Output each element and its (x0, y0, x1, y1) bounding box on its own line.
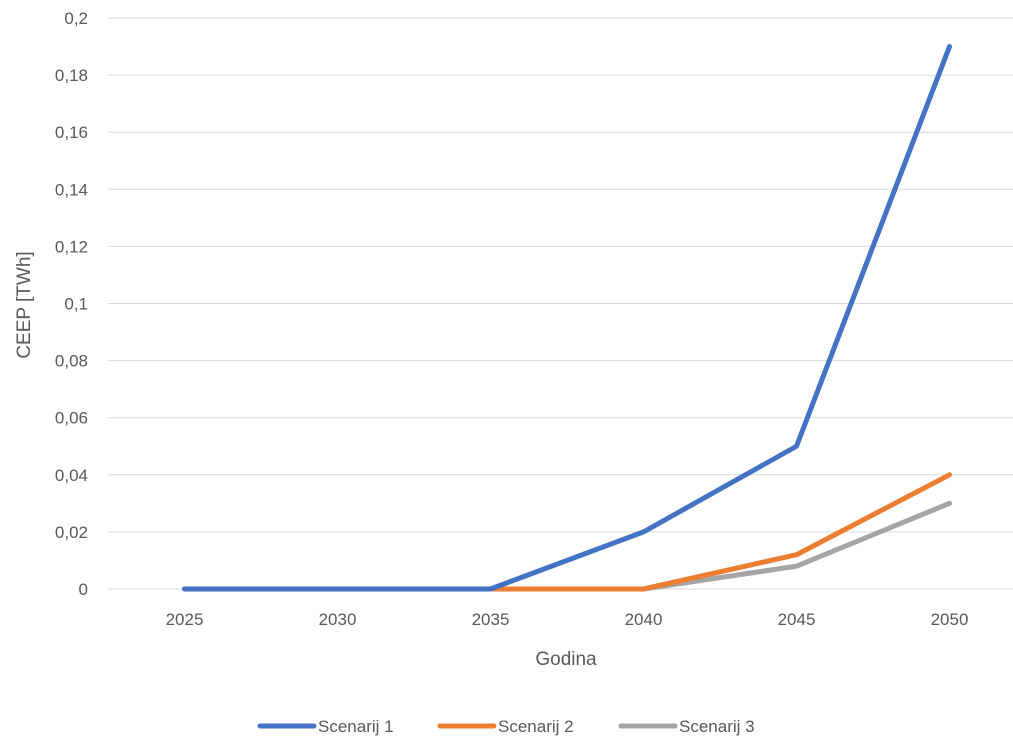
legend-label: Scenarij 1 (318, 717, 394, 736)
y-tick-label: 0,14 (55, 180, 88, 199)
x-tick-label: 2045 (778, 610, 816, 629)
y-axis-title: CEEP [TWh] (14, 251, 35, 358)
y-tick-label: 0,08 (55, 352, 88, 371)
y-axis-ticks: 0 0,02 0,04 0,06 0,08 0,1 0,12 0,14 0,16 0,18 0,2 (55, 9, 88, 599)
y-tick-label: 0,02 (55, 523, 88, 542)
x-tick-label: 2040 (625, 610, 663, 629)
y-tick-label: 0,18 (55, 66, 88, 85)
x-tick-label: 2035 (472, 610, 510, 629)
x-tick-label: 2050 (931, 610, 969, 629)
series-line-3 (182, 500, 952, 592)
legend: Scenarij 1 Scenarij 2 Scenarij 3 (257, 717, 755, 736)
y-tick-label: 0,06 (55, 409, 88, 428)
x-tick-label: 2030 (319, 610, 357, 629)
x-tick-label: 2025 (166, 610, 204, 629)
legend-label: Scenarij 3 (679, 717, 755, 736)
gridlines (108, 17, 1013, 590)
series-line-1 (182, 44, 952, 592)
y-tick-label: 0,04 (55, 466, 88, 485)
series-lines (182, 44, 952, 592)
x-axis-ticks: 2025 2030 2035 2040 2045 2050 (166, 610, 969, 629)
y-tick-label: 0,12 (55, 237, 88, 256)
y-tick-label: 0 (79, 580, 88, 599)
y-tick-label: 0,16 (55, 123, 88, 142)
y-tick-label: 0,1 (64, 295, 88, 314)
x-axis-title: Godina (535, 649, 597, 670)
y-tick-label: 0,2 (64, 9, 88, 28)
legend-label: Scenarij 2 (498, 717, 574, 736)
